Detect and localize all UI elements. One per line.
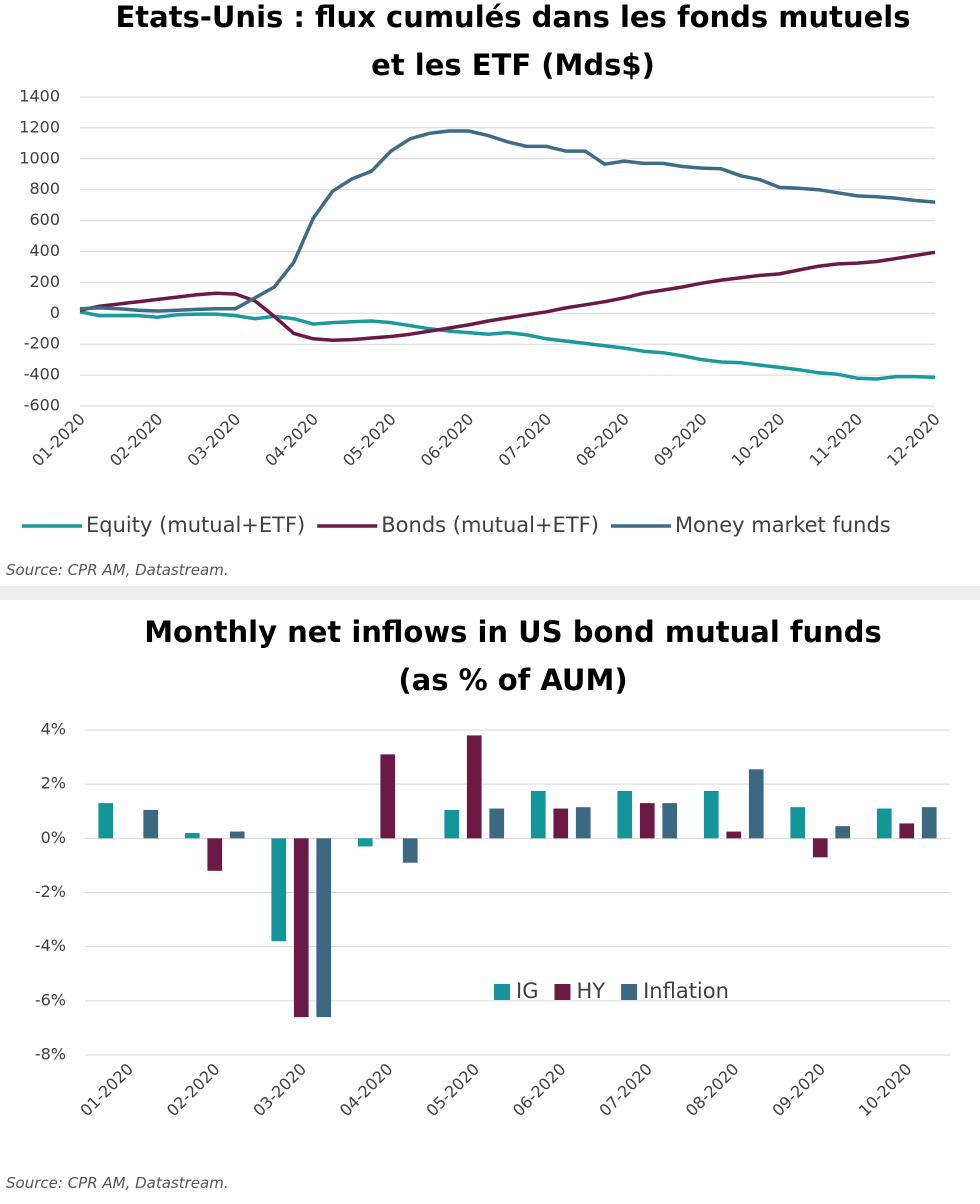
y-tick-label: -200 — [24, 334, 60, 353]
bar — [98, 803, 114, 839]
line-series — [79, 310, 936, 381]
chart-title: et les ETF (Mds$) — [371, 48, 655, 82]
chart-title: Etats-Unis : flux cumulés dans les fonds… — [115, 0, 910, 34]
legend-label: Money market funds — [675, 513, 891, 537]
y-tick-label: -2% — [35, 882, 66, 901]
bar — [316, 838, 332, 1018]
bar — [380, 754, 396, 839]
bar — [271, 838, 287, 942]
bar — [748, 769, 764, 839]
bar — [575, 807, 591, 839]
bar — [357, 838, 373, 847]
bar — [143, 809, 159, 839]
legend-swatch — [554, 984, 571, 1000]
y-tick-label: 800 — [29, 179, 60, 198]
legend-label: Bonds (mutual+ETF) — [381, 513, 599, 537]
separator — [0, 586, 980, 600]
bar — [489, 808, 505, 839]
bar — [466, 735, 482, 839]
bar — [184, 832, 200, 839]
y-tick-label: 1200 — [19, 117, 60, 136]
bar — [553, 808, 569, 839]
y-tick-label: 1400 — [19, 87, 60, 106]
bar — [207, 838, 223, 871]
y-tick-label: -600 — [24, 396, 60, 415]
legend-swatch — [494, 984, 510, 1000]
bar — [876, 808, 892, 839]
source-note: Source: CPR AM, Datastream. — [6, 561, 229, 579]
bar — [444, 809, 460, 839]
bar — [402, 838, 418, 863]
line-series — [79, 129, 936, 313]
chart-title: (as % of AUM) — [398, 663, 627, 697]
bar — [921, 807, 937, 839]
legend-label: IG — [516, 979, 538, 1003]
bar — [703, 790, 719, 839]
y-tick-label: 600 — [29, 210, 60, 229]
bar — [530, 790, 546, 839]
bar — [639, 803, 655, 839]
legend-label: Equity (mutual+ETF) — [86, 513, 305, 537]
y-tick-label: 400 — [29, 241, 60, 260]
legend-label: HY — [576, 979, 605, 1003]
y-tick-label: -8% — [35, 1045, 66, 1064]
bar — [617, 790, 633, 839]
line-series — [79, 250, 936, 343]
bar — [812, 838, 828, 858]
bar — [899, 823, 915, 839]
chart-title: Monthly net inflows in US bond mutual fu… — [144, 615, 882, 649]
y-tick-label: 0 — [50, 303, 60, 322]
y-tick-label: 1000 — [19, 148, 60, 167]
y-tick-label: 4% — [41, 720, 66, 739]
y-tick-label: -4% — [35, 936, 66, 955]
bar — [662, 803, 678, 839]
bar — [229, 831, 245, 839]
y-tick-label: -6% — [35, 990, 66, 1009]
bar — [790, 807, 806, 839]
bar — [293, 838, 309, 1018]
legend-label: Inflation — [643, 979, 729, 1003]
y-tick-label: 200 — [29, 272, 60, 291]
y-tick-label: 2% — [41, 774, 66, 793]
bar — [835, 826, 851, 839]
bar — [726, 831, 742, 839]
y-tick-label: -400 — [24, 365, 60, 384]
legend-swatch — [621, 984, 638, 1000]
y-tick-label: 0% — [41, 828, 66, 847]
source-note: Source: CPR AM, Datastream. — [6, 1174, 229, 1192]
